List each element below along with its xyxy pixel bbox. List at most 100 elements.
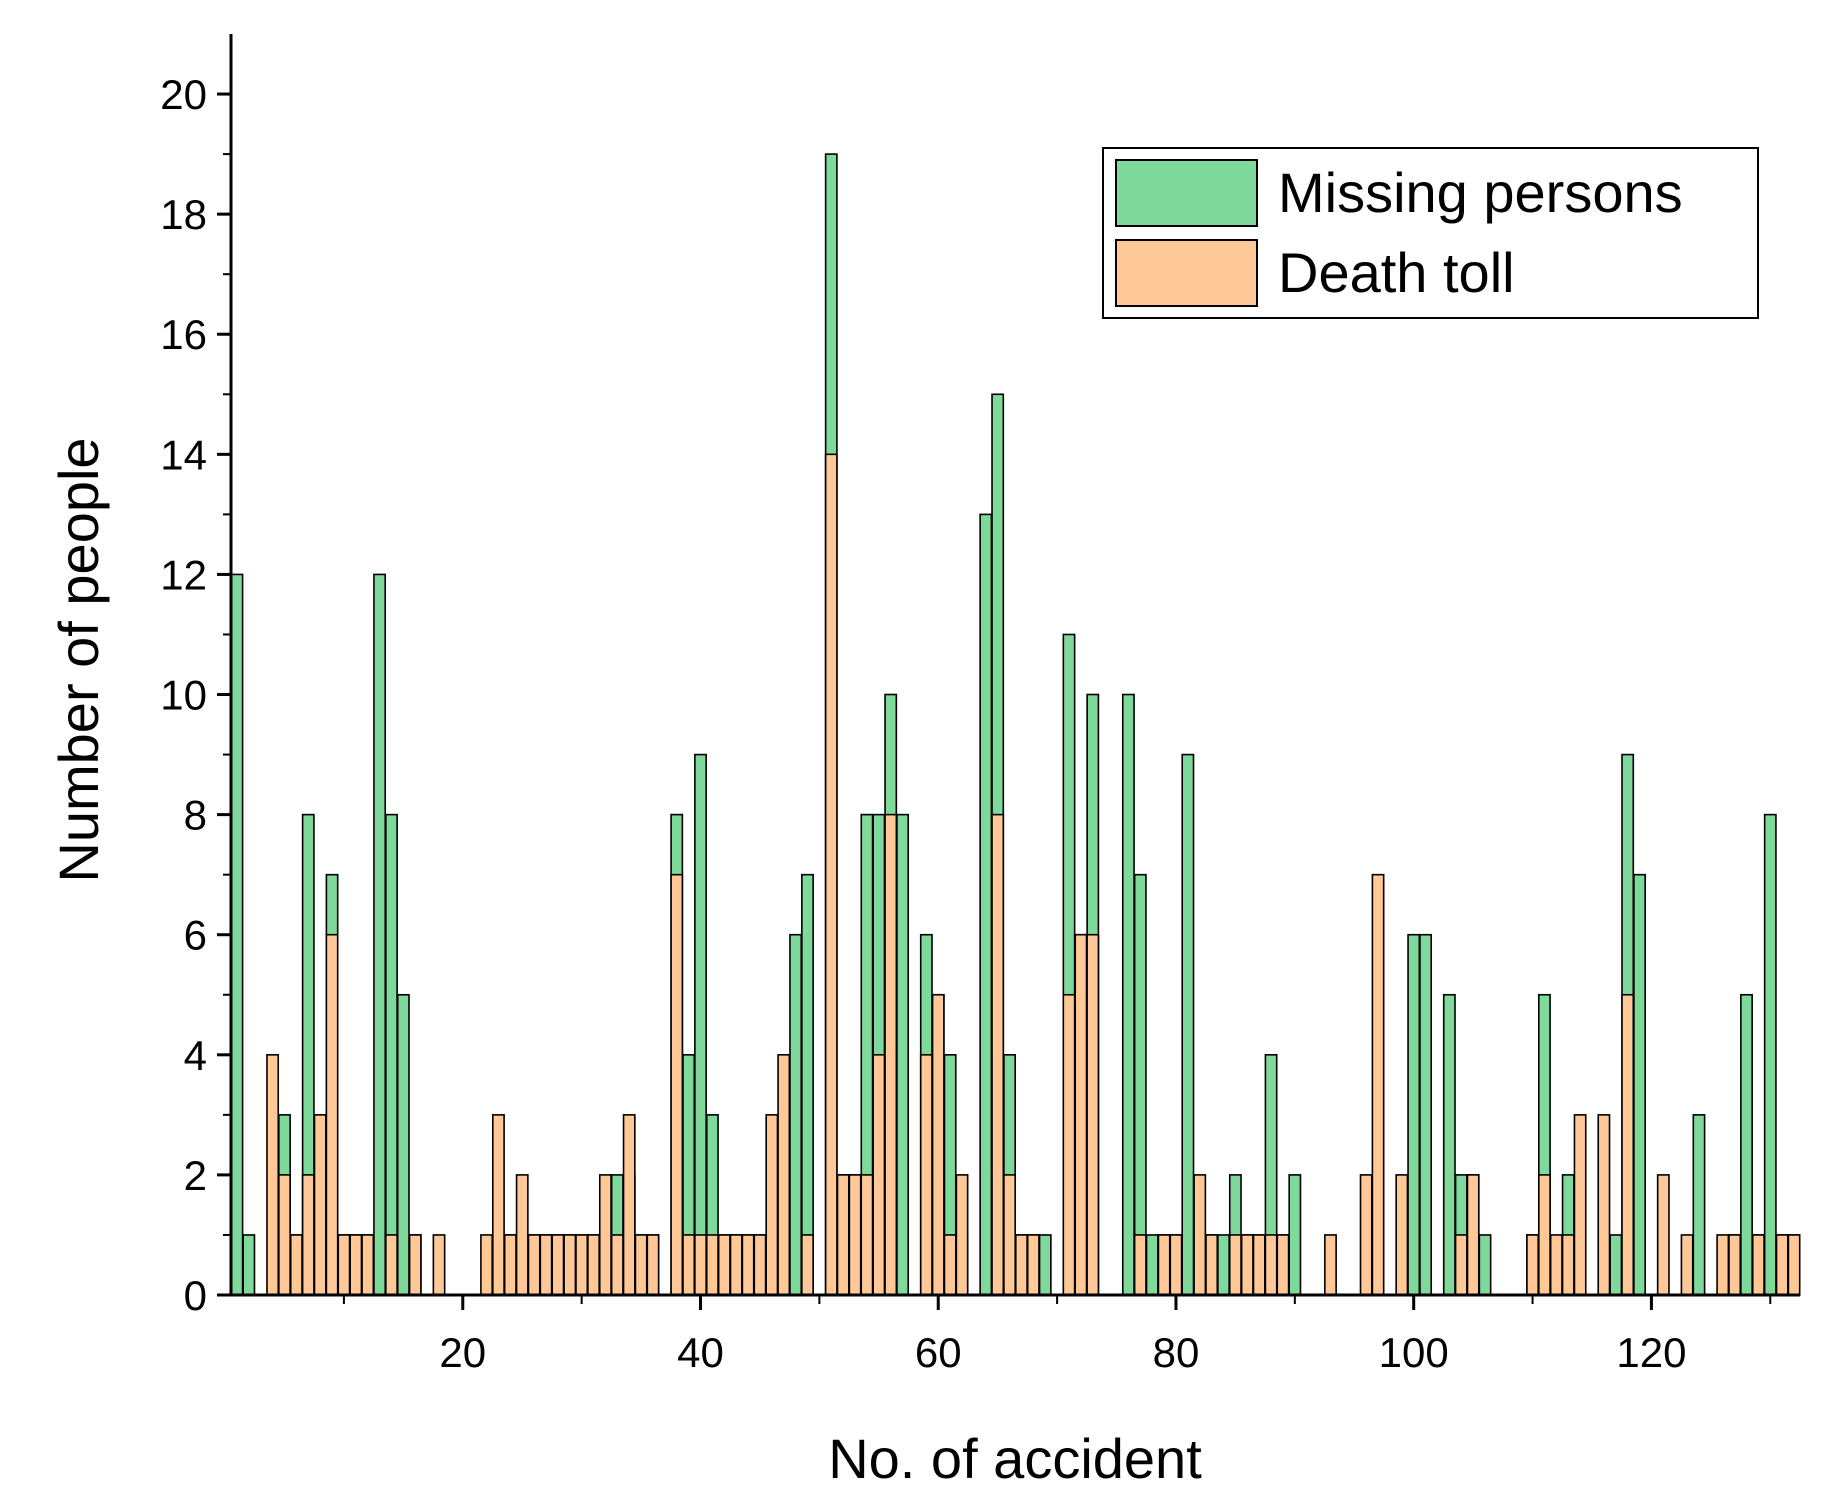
death-toll-bar — [1026, 1234, 1040, 1296]
missing-persons-bar — [1288, 1174, 1302, 1296]
death-toll-bar — [622, 1114, 636, 1296]
missing-persons-bar — [1442, 993, 1456, 1296]
death-toll-bar — [349, 1234, 363, 1296]
death-toll-bar — [705, 1234, 719, 1296]
death-toll-bar — [361, 1234, 375, 1296]
death-toll-bar — [385, 1234, 398, 1296]
death-toll-bar — [741, 1234, 755, 1296]
death-toll-bar — [1157, 1234, 1171, 1296]
death-toll-bar — [729, 1234, 743, 1296]
legend-swatch-missing-persons — [1115, 159, 1258, 227]
death-toll-bar — [694, 1234, 707, 1296]
y-tick-label: 2 — [184, 1152, 207, 1199]
missing-persons-bar — [1133, 873, 1147, 1296]
death-toll-bar — [991, 813, 1005, 1296]
death-toll-bar — [266, 1054, 280, 1296]
death-toll-bar — [1169, 1234, 1183, 1296]
missing-persons-bar — [1181, 753, 1195, 1296]
death-toll-bar — [491, 1114, 505, 1296]
death-toll-bar — [1466, 1174, 1480, 1296]
y-axis-title: Number of people — [47, 437, 110, 882]
missing-persons-bar — [373, 573, 387, 1296]
x-tick-label: 100 — [1379, 1329, 1449, 1376]
death-toll-bar — [1276, 1234, 1290, 1296]
death-toll-bar — [1538, 1174, 1551, 1296]
death-toll-bar — [860, 1174, 874, 1296]
death-toll-bar — [1656, 1174, 1670, 1296]
death-toll-bar — [753, 1234, 767, 1296]
death-toll-bar — [432, 1234, 446, 1296]
y-tick-label: 14 — [160, 431, 207, 478]
missing-persons-bar — [694, 753, 707, 1296]
missing-persons-bars — [230, 153, 1801, 1296]
x-axis-ticks: 20 40 60 80 100 120 — [342, 1295, 1772, 1376]
death-toll-bar — [1074, 933, 1088, 1296]
missing-persons-bar — [1609, 1234, 1623, 1296]
death-toll-bar — [955, 1174, 969, 1296]
death-toll-bar — [1252, 1234, 1266, 1296]
death-toll-bar — [943, 1234, 957, 1296]
x-tick-label: 120 — [1616, 1329, 1686, 1376]
y-tick-label: 6 — [184, 912, 207, 959]
death-toll-bar — [539, 1234, 553, 1296]
death-toll-bar — [575, 1234, 589, 1296]
y-tick-label: 20 — [160, 71, 207, 118]
death-toll-bar — [801, 1234, 814, 1296]
missing-persons-bar — [1217, 1234, 1230, 1296]
y-tick-label: 16 — [160, 311, 207, 358]
death-toll-bar — [1240, 1234, 1254, 1296]
legend-label-death-toll: Death toll — [1278, 241, 1515, 304]
death-toll-bar — [337, 1234, 351, 1296]
death-toll-bar — [1716, 1234, 1730, 1296]
death-toll-bar — [313, 1114, 327, 1296]
death-toll-bar — [1597, 1114, 1611, 1296]
y-tick-label: 0 — [184, 1272, 207, 1319]
x-tick-label: 60 — [915, 1329, 962, 1376]
death-toll-bar — [1561, 1234, 1575, 1296]
missing-persons-bar — [396, 993, 410, 1296]
death-toll-bar — [1621, 993, 1635, 1296]
death-toll-bar — [1014, 1234, 1028, 1296]
missing-persons-bar — [1633, 873, 1646, 1296]
death-toll-bar — [301, 1174, 315, 1296]
death-toll-bar — [610, 1234, 624, 1296]
death-toll-bar — [1549, 1234, 1563, 1296]
death-toll-bar — [1680, 1234, 1694, 1296]
death-toll-bar — [1003, 1174, 1016, 1296]
death-toll-bar — [682, 1234, 696, 1296]
missing-persons-bar — [242, 1234, 256, 1296]
y-tick-label: 8 — [184, 792, 207, 839]
death-toll-bar — [1395, 1174, 1409, 1296]
y-axis-ticks: 0 2 4 6 8 10 12 14 16 18 20 — [160, 71, 231, 1319]
missing-persons-bar — [801, 873, 814, 1296]
death-toll-bar — [765, 1114, 779, 1296]
death-toll-bar — [1526, 1234, 1540, 1296]
missing-persons-bar — [1145, 1234, 1159, 1296]
death-toll-bar — [1728, 1234, 1742, 1296]
legend: Missing persons Death toll — [1102, 147, 1759, 319]
death-toll-bar — [1062, 993, 1076, 1296]
death-toll-bar — [1228, 1234, 1242, 1296]
x-tick-label: 80 — [1153, 1329, 1200, 1376]
death-toll-bar — [646, 1234, 660, 1296]
death-toll-bar — [872, 1054, 886, 1296]
x-tick-label: 20 — [439, 1329, 486, 1376]
death-toll-bar — [527, 1234, 541, 1296]
death-toll-bar — [1371, 873, 1385, 1296]
missing-persons-bar — [896, 813, 910, 1296]
death-toll-bar — [1193, 1174, 1207, 1296]
death-toll-bar — [278, 1174, 291, 1296]
death-toll-bar — [884, 813, 898, 1296]
death-toll-bar — [777, 1054, 791, 1296]
death-toll-bar — [1573, 1114, 1587, 1296]
death-toll-bar — [1454, 1234, 1468, 1296]
death-toll-bar — [408, 1234, 422, 1296]
x-axis-title: No. of accident — [828, 1427, 1202, 1490]
missing-persons-bar — [789, 933, 803, 1296]
death-toll-bar — [1775, 1234, 1789, 1296]
death-toll-bar — [931, 993, 945, 1296]
missing-persons-bar — [385, 813, 398, 1296]
missing-persons-bar — [1740, 993, 1753, 1296]
death-toll-bar — [289, 1234, 303, 1296]
